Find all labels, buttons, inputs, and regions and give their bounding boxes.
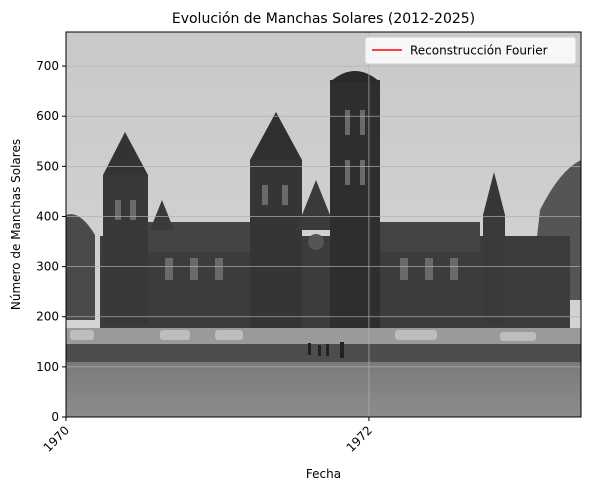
y-axis: 0 100 200 300 400 500 600 700: [36, 59, 66, 424]
chart-title: Evolución de Manchas Solares (2012-2025): [172, 11, 475, 27]
y-tick-label: 700: [36, 59, 59, 73]
background-photo: [66, 32, 581, 417]
legend: Reconstrucción Fourier: [364, 36, 577, 65]
y-tick-label: 300: [36, 260, 59, 274]
y-tick-label: 100: [36, 360, 59, 374]
plot-frame: [65, 31, 582, 418]
y-axis-title: Número de Manchas Solares: [9, 139, 23, 310]
x-axis: 1970 1972: [41, 417, 375, 455]
y-tick-label: 600: [36, 109, 59, 123]
x-axis-title: Fecha: [306, 467, 341, 481]
y-tick-label: 400: [36, 209, 59, 223]
y-tick-label: 200: [36, 310, 59, 324]
legend-box: [364, 36, 577, 65]
x-tick-label: 1972: [344, 423, 375, 454]
legend-label: Reconstrucción Fourier: [410, 44, 548, 58]
y-tick-label: 500: [36, 159, 59, 173]
x-tick-label: 1970: [41, 423, 72, 454]
y-tick-label: 0: [51, 410, 59, 424]
